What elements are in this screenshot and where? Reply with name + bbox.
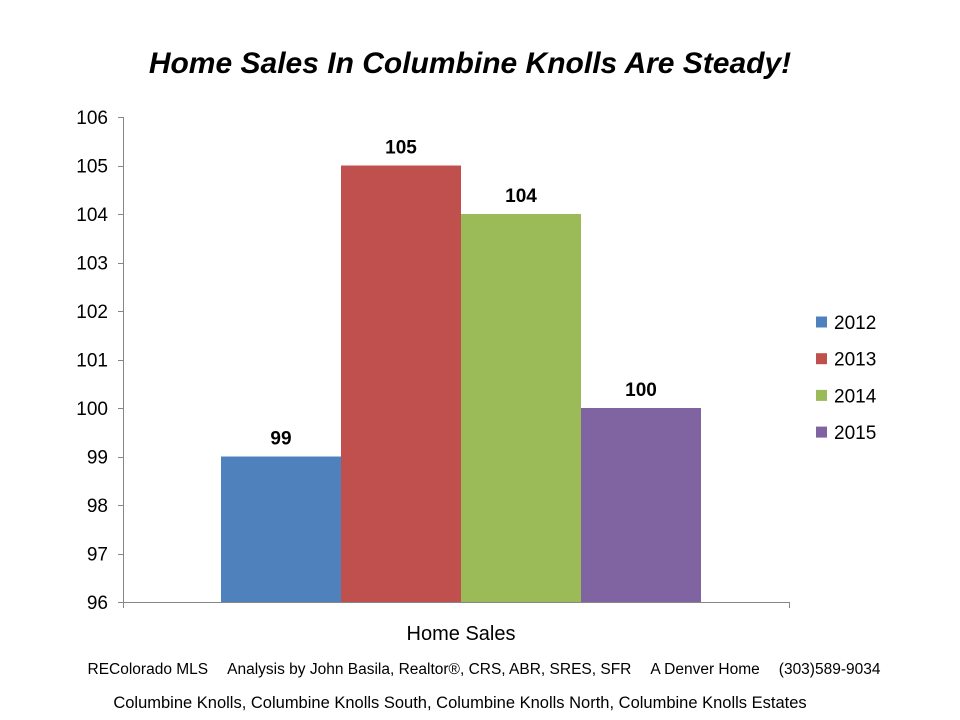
- footer-brand: A Denver Home: [650, 661, 760, 678]
- data-label-2012: 99: [270, 429, 291, 450]
- footer-source: REColorado MLS: [87, 661, 209, 678]
- y-tick-label-106: 106: [76, 108, 108, 129]
- data-labels: 99 105 104 100: [270, 138, 656, 450]
- data-label-2015: 100: [625, 380, 657, 401]
- bar-2015: [581, 408, 701, 602]
- y-tick-label-97: 97: [87, 545, 108, 566]
- bars: [221, 165, 701, 602]
- bar-2013: [341, 165, 461, 602]
- data-label-2013: 105: [385, 138, 417, 159]
- legend-item-2012: 2012: [816, 313, 876, 334]
- legend-swatch: [816, 353, 827, 365]
- x-axis-categories: Home Sales: [407, 623, 516, 645]
- bar-2014: [461, 214, 581, 602]
- legend-swatch: [816, 426, 827, 438]
- y-axis-tick-labels: 96 97 98 99 100 101 102 103 104 105 106: [76, 108, 108, 614]
- footer-phone: (303)589-9034: [778, 661, 881, 678]
- legend-item-2013: 2013: [816, 350, 876, 371]
- legend-label: 2015: [834, 423, 876, 444]
- legend-item-2014: 2014: [816, 386, 877, 407]
- category-label: Home Sales: [407, 623, 516, 645]
- y-tick-label-101: 101: [76, 351, 108, 372]
- y-tick-label-98: 98: [87, 496, 108, 517]
- y-tick-label-100: 100: [76, 399, 108, 420]
- y-tick-label-99: 99: [87, 448, 108, 469]
- y-tick-label-102: 102: [76, 302, 108, 323]
- y-tick-label-103: 103: [76, 254, 108, 275]
- chart-title: Home Sales In Columbine Knolls Are Stead…: [148, 47, 792, 80]
- axes: [118, 117, 790, 608]
- legend-swatch: [816, 389, 827, 401]
- y-tick-label-105: 105: [76, 157, 108, 178]
- legend-label: 2012: [834, 313, 876, 334]
- legend-item-2015: 2015: [816, 423, 876, 444]
- footer-credits: REColorado MLS Analysis by John Basila, …: [8, 660, 960, 680]
- footer-neighborhoods: Columbine Knolls, Columbine Knolls South…: [113, 694, 807, 712]
- legend: 2012 2013 2014 2015: [816, 313, 877, 444]
- data-label-2014: 104: [505, 186, 537, 207]
- y-tick-label-96: 96: [87, 593, 108, 614]
- legend-label: 2014: [834, 386, 877, 407]
- legend-swatch: [816, 316, 827, 328]
- bar-2012: [221, 456, 341, 602]
- legend-label: 2013: [834, 350, 876, 371]
- footer-analysis: Analysis by John Basila, Realtor®, CRS, …: [227, 661, 632, 678]
- y-tick-label-104: 104: [76, 205, 108, 226]
